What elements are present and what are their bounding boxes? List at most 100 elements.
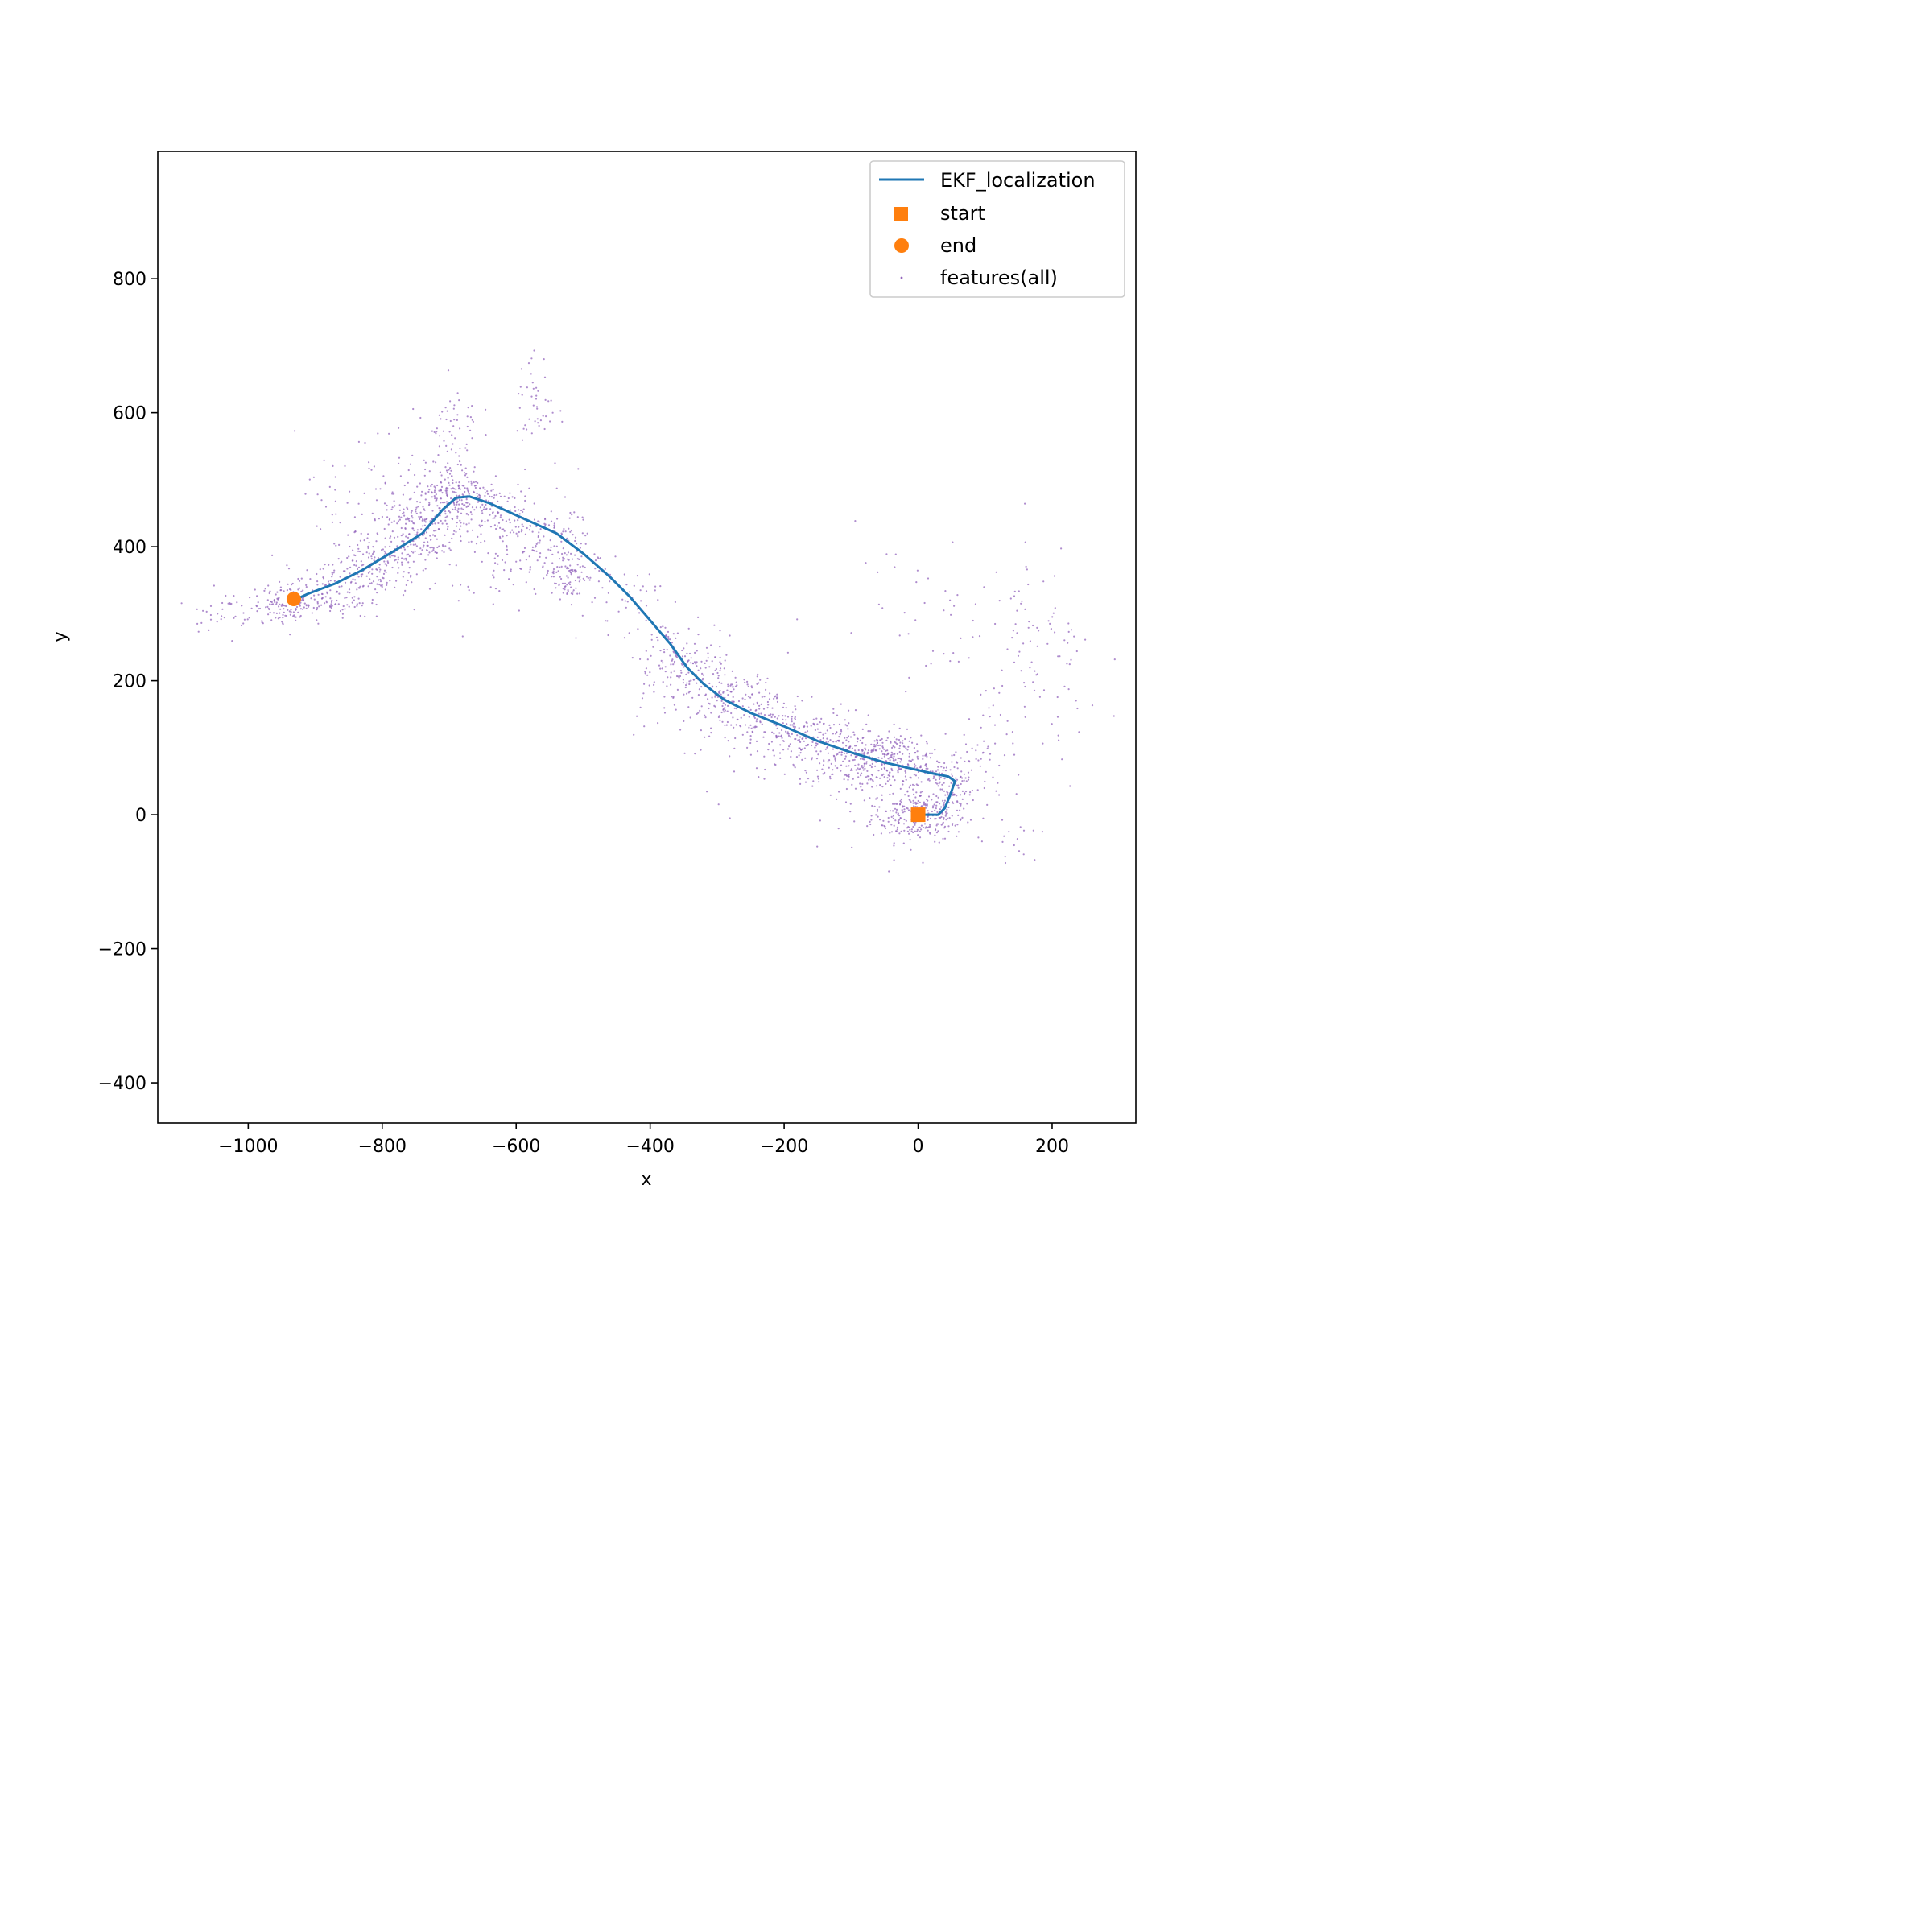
feature-point: [390, 540, 393, 543]
feature-point: [434, 535, 436, 538]
feature-point: [445, 488, 448, 490]
feature-point: [718, 681, 720, 683]
feature-point: [346, 556, 349, 559]
feature-point: [819, 762, 821, 765]
feature-point: [672, 696, 675, 698]
feature-point: [329, 597, 332, 600]
feature-point: [290, 609, 292, 611]
feature-point: [879, 744, 881, 747]
feature-point: [735, 708, 737, 710]
feature-point: [748, 716, 750, 718]
feature-point: [942, 799, 944, 802]
feature-point: [448, 484, 451, 486]
feature-point: [876, 776, 878, 778]
feature-point: [894, 807, 897, 810]
feature-point: [465, 523, 468, 526]
feature-point: [444, 510, 447, 513]
feature-point: [431, 483, 434, 486]
feature-point: [349, 545, 351, 548]
feature-point: [771, 713, 774, 716]
feature-point: [317, 622, 320, 625]
feature-point: [815, 750, 818, 753]
feature-point: [889, 793, 891, 795]
feature-point: [279, 580, 281, 584]
feature-point: [650, 638, 653, 641]
feature-point: [424, 493, 427, 495]
feature-point: [887, 820, 890, 823]
feature-point: [702, 677, 704, 680]
feature-point: [794, 705, 796, 708]
feature-point: [791, 716, 794, 718]
feature-point: [795, 737, 797, 741]
feature-point: [403, 548, 406, 551]
feature-point: [520, 490, 522, 493]
feature-point: [760, 712, 762, 715]
feature-point: [574, 536, 577, 539]
feature-point: [883, 824, 886, 828]
feature-point: [1016, 609, 1018, 612]
feature-point: [711, 696, 713, 699]
feature-point: [357, 550, 360, 552]
feature-point: [248, 617, 250, 619]
feature-point: [368, 541, 370, 544]
feature-point: [818, 731, 820, 733]
feature-point: [824, 771, 826, 774]
feature-point: [515, 560, 518, 563]
feature-point: [411, 517, 414, 519]
feature-point: [832, 708, 835, 710]
feature-point: [945, 766, 947, 769]
feature-point: [798, 754, 800, 757]
feature-point: [1022, 853, 1025, 856]
feature-point: [873, 740, 876, 742]
feature-point: [673, 660, 676, 663]
feature-point: [768, 698, 771, 700]
feature-point: [1003, 754, 1006, 757]
feature-point: [968, 657, 970, 659]
feature-point: [287, 609, 289, 611]
feature-point: [817, 753, 819, 756]
feature-point: [766, 677, 769, 680]
feature-point: [857, 776, 860, 778]
feature-point: [559, 410, 562, 412]
feature-point: [594, 568, 597, 570]
feature-point: [922, 758, 924, 761]
feature-point: [470, 482, 473, 485]
feature-point: [653, 681, 655, 683]
feature-point: [943, 609, 945, 612]
feature-point: [960, 770, 963, 773]
feature-point: [423, 508, 425, 510]
feature-point: [243, 618, 246, 621]
feature-point: [989, 758, 991, 761]
feature-point: [250, 607, 253, 610]
feature-point: [321, 597, 324, 599]
feature-point: [878, 748, 881, 750]
feature-point: [832, 748, 835, 750]
feature-point: [535, 525, 538, 528]
feature-point: [332, 564, 334, 566]
feature-point: [408, 567, 411, 569]
feature-point: [806, 722, 808, 724]
feature-point: [750, 727, 753, 730]
feature-point: [506, 553, 509, 555]
feature-point: [1024, 685, 1026, 688]
feature-point: [906, 827, 909, 829]
feature-point: [944, 794, 947, 796]
feature-point: [311, 612, 313, 614]
feature-point: [911, 758, 914, 761]
y-tick-label: 0: [135, 806, 147, 826]
feature-point: [1046, 642, 1049, 645]
feature-point: [832, 724, 836, 726]
feature-point: [697, 712, 700, 714]
feature-point: [324, 506, 328, 508]
feature-point: [283, 611, 285, 613]
feature-point: [961, 780, 964, 782]
feature-point: [470, 540, 473, 543]
feature-point: [265, 606, 267, 609]
feature-point: [424, 568, 427, 570]
feature-point: [875, 798, 877, 800]
feature-point: [459, 488, 461, 490]
feature-point: [434, 522, 436, 525]
feature-point: [1028, 621, 1030, 623]
feature-point: [557, 570, 559, 572]
feature-point: [535, 543, 538, 546]
